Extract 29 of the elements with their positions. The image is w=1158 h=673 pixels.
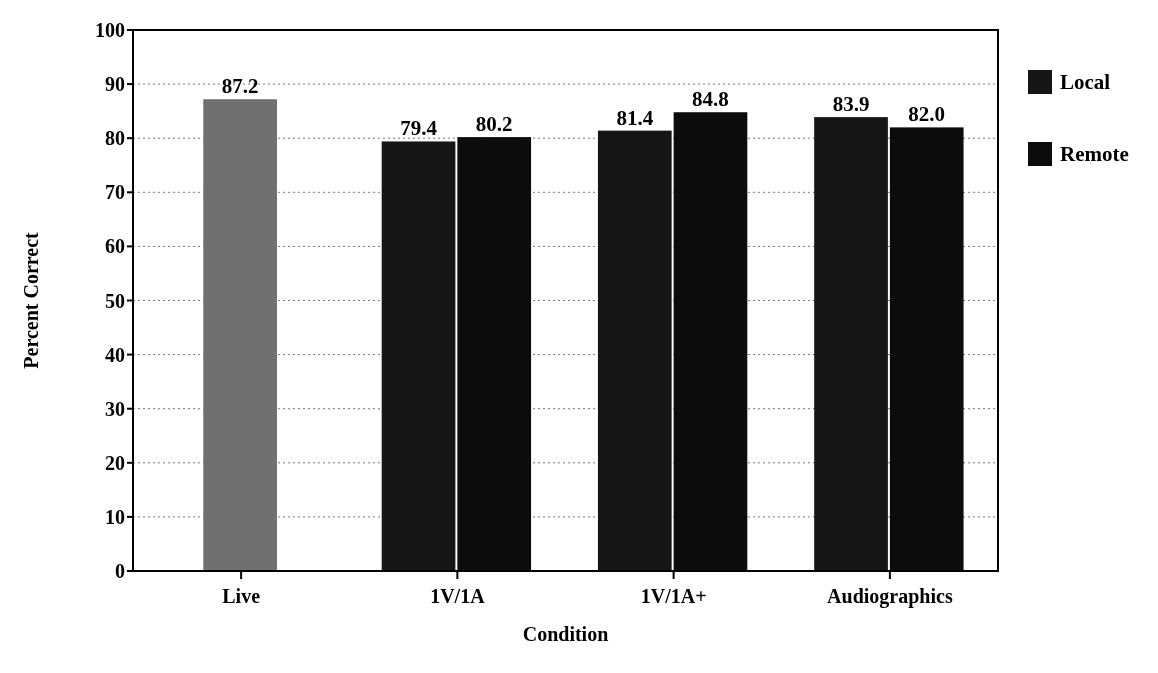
- y-tick-label: 60: [105, 235, 125, 258]
- x-axis-title: Condition: [522, 623, 609, 645]
- data-label: 82.0: [908, 102, 946, 127]
- bar: [597, 130, 672, 571]
- y-tick-label: 0: [115, 560, 125, 582]
- x-tick-label: Audiographics: [827, 585, 953, 608]
- x-tick-label: Live: [222, 585, 261, 607]
- y-tick-label: 50: [105, 289, 125, 312]
- y-axis-title: Percent Correct: [20, 231, 42, 369]
- y-tick-label: 100: [95, 19, 125, 41]
- y-tick-label: 80: [105, 127, 125, 150]
- data-label: 79.4: [400, 116, 438, 141]
- data-label: 80.2: [475, 112, 513, 137]
- data-label: 87.2: [221, 74, 259, 99]
- bar: [814, 117, 888, 571]
- bar: [381, 141, 456, 571]
- legend-label: Local: [1060, 70, 1111, 95]
- x-tick-label: 1V/1A: [430, 585, 486, 607]
- y-tick-label: 20: [105, 451, 125, 474]
- data-label: 84.8: [692, 87, 729, 112]
- y-tick-label: 30: [105, 397, 125, 420]
- legend-label: Remote: [1060, 142, 1129, 167]
- y-tick-label: 70: [105, 181, 125, 204]
- y-tick-label: 10: [105, 505, 125, 528]
- data-label: 81.4: [616, 105, 654, 130]
- y-tick-label: 90: [105, 73, 125, 96]
- y-tick-label: 40: [105, 343, 125, 366]
- x-tick-label: 1V/1A+: [640, 585, 707, 607]
- data-label: 83.9: [832, 92, 870, 117]
